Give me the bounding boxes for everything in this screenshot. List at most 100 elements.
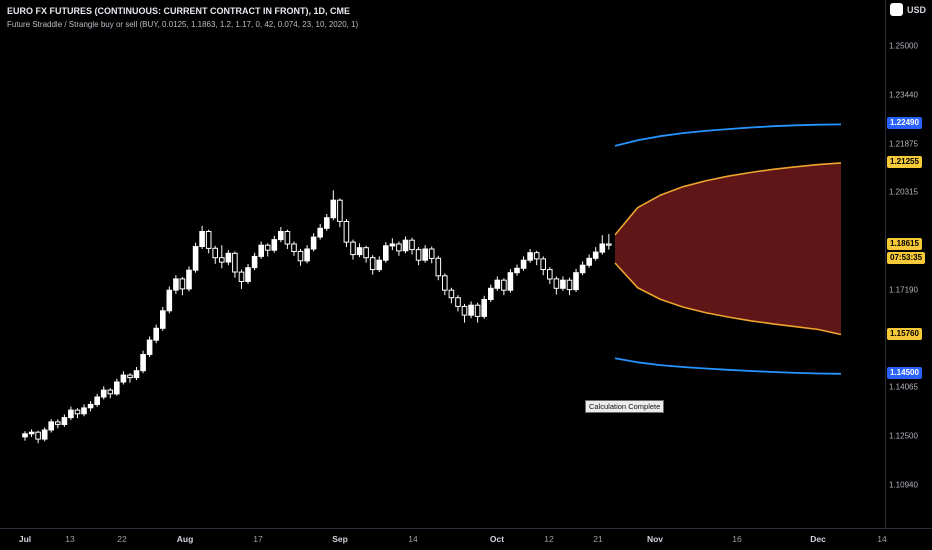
candle-body xyxy=(520,259,527,269)
time-tick: Nov xyxy=(646,534,664,544)
time-tick: 13 xyxy=(65,534,75,544)
candle-body xyxy=(396,243,402,252)
candle-body xyxy=(245,267,251,282)
candle-body xyxy=(107,389,114,395)
candle-body xyxy=(41,429,48,440)
candle-body xyxy=(68,409,74,419)
candle-body xyxy=(28,431,35,435)
strangle-upper-line xyxy=(614,162,842,236)
candle-body xyxy=(514,267,520,274)
time-tick: 17 xyxy=(253,534,263,544)
candle-body xyxy=(415,249,422,261)
candle-body xyxy=(297,250,304,262)
candle-body xyxy=(533,252,540,260)
candle-body xyxy=(369,257,376,271)
upper-band-price-label: 1.22490 xyxy=(887,117,922,130)
candle-body xyxy=(448,289,455,299)
candle-body xyxy=(114,381,120,395)
candle-body xyxy=(264,244,271,251)
strangle-envelope-fill xyxy=(615,162,841,335)
candle-body xyxy=(383,245,389,261)
candle-body xyxy=(219,257,225,263)
candle-body xyxy=(291,243,297,252)
strangle-lower-price-label: 1.15760 xyxy=(887,327,922,340)
candle-body xyxy=(488,287,494,300)
price-tick: 1.25000 xyxy=(889,41,918,51)
lower-band-price-label: 1.14500 xyxy=(887,366,922,379)
candle-body xyxy=(350,241,356,256)
candle-body xyxy=(35,431,41,440)
candle-body xyxy=(494,279,501,289)
time-tick: Jul xyxy=(18,534,32,544)
price-tick: 1.20315 xyxy=(889,187,918,197)
candle-body xyxy=(376,259,382,271)
candle-body xyxy=(310,236,317,250)
upper-band-line xyxy=(614,123,842,147)
candle-body xyxy=(153,327,159,341)
candle-body xyxy=(146,339,153,356)
current-price-label: 1.18615 xyxy=(887,238,922,251)
candle-body xyxy=(166,289,173,312)
candle-body xyxy=(284,231,291,245)
candle-body xyxy=(179,278,186,290)
candle-body xyxy=(474,304,481,317)
calculation-complete-tooltip: Calculation Complete xyxy=(585,400,665,413)
candle-body xyxy=(74,409,81,415)
candle-body xyxy=(317,227,323,238)
currency-flag-icon xyxy=(890,3,903,16)
candle-body xyxy=(258,244,264,257)
candle-body xyxy=(527,252,533,261)
candle-body xyxy=(225,252,232,263)
symbol-title[interactable]: EURO FX FUTURES (CONTINUOUS: CURRENT CON… xyxy=(7,6,350,16)
candle-body xyxy=(540,258,547,270)
price-tick: 1.17190 xyxy=(889,285,918,295)
candle-body xyxy=(160,310,166,329)
candle-body xyxy=(192,246,199,271)
price-axis[interactable]: 1.25000 1.23440 1.21875 1.20315 1.17190 1.140… xyxy=(885,0,932,528)
candle-body xyxy=(55,421,61,425)
candle-body xyxy=(173,278,179,291)
time-tick: 22 xyxy=(117,534,127,544)
strangle-upper-price-label: 1.21255 xyxy=(887,155,922,168)
candle-body xyxy=(455,297,461,307)
candle-body xyxy=(199,231,205,247)
candle-body xyxy=(212,247,218,259)
candle-body xyxy=(120,374,127,383)
candle-body xyxy=(573,272,579,291)
lower-band-line xyxy=(614,357,842,375)
price-tick: 1.23440 xyxy=(889,90,918,100)
candle-body xyxy=(389,243,396,247)
candle-body xyxy=(324,217,330,229)
candle-body xyxy=(48,421,55,431)
time-tick: 16 xyxy=(732,534,742,544)
candle-body xyxy=(337,199,343,222)
time-tick: 14 xyxy=(408,534,418,544)
candle-body xyxy=(501,279,507,291)
candle-body xyxy=(304,248,310,262)
price-tick: 1.10940 xyxy=(889,480,918,490)
time-tick: Aug xyxy=(176,534,194,544)
candle-body xyxy=(409,239,415,251)
time-axis[interactable]: Jul 13 22 Aug 17 Sep 14 Oct 12 21 Nov 16 Dec 14 xyxy=(0,528,932,550)
currency-toggle[interactable]: USD xyxy=(890,3,926,16)
candle-body xyxy=(566,279,573,291)
candle-body xyxy=(61,417,68,426)
time-tick: 12 xyxy=(544,534,554,544)
candle-body xyxy=(363,247,369,259)
candle-body xyxy=(140,354,146,372)
candle-body xyxy=(133,370,140,379)
time-tick: Oct xyxy=(489,534,505,544)
candle-body xyxy=(481,299,487,317)
time-tick: 14 xyxy=(877,534,887,544)
candle-body xyxy=(428,248,435,259)
candle-body xyxy=(461,305,468,316)
candle-body xyxy=(507,272,514,291)
candle-countdown-label: 07:53:35 xyxy=(887,252,926,265)
candle-body xyxy=(422,248,428,261)
candle-body xyxy=(278,231,284,241)
candle-body xyxy=(330,199,337,219)
indicator-title[interactable]: Future Straddle / Strangle buy or sell (… xyxy=(7,20,359,29)
candle-body xyxy=(547,269,553,280)
candle-body xyxy=(592,251,599,259)
